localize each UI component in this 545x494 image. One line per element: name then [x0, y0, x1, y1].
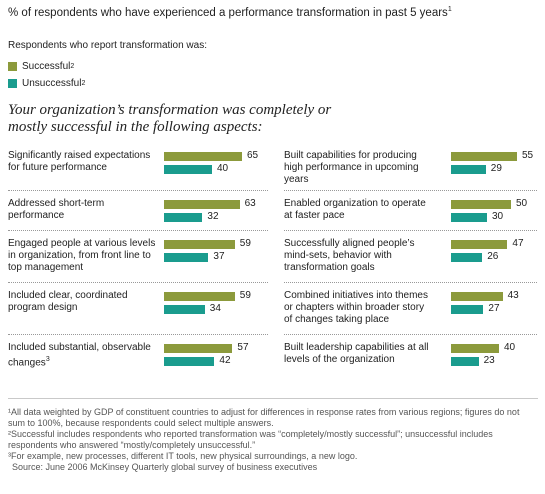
- bar-successful: [451, 344, 499, 353]
- value-label-unsuccessful: 29: [490, 163, 502, 174]
- bar-unsuccessful: [164, 213, 203, 222]
- row-divider: [8, 190, 268, 191]
- item-label: Included clear, coordinated program desi…: [8, 290, 128, 313]
- legend-swatch-successful: [8, 62, 17, 71]
- item-label: Combined initiatives into themes or chap…: [284, 290, 428, 325]
- item-label: Enabled organization to operate at faste…: [284, 198, 426, 221]
- row-divider: [8, 334, 268, 335]
- bar-unsuccessful: [164, 305, 205, 314]
- row-divider: [8, 230, 268, 231]
- item-label: Built leadership capabilities at all lev…: [284, 342, 429, 365]
- bar-successful: [451, 292, 503, 301]
- row-divider: [284, 230, 537, 231]
- item-label: Significantly raised expectations for fu…: [8, 150, 151, 173]
- value-label-successful: 57: [237, 342, 249, 353]
- value-label-successful: 43: [507, 290, 519, 301]
- item-label: Addressed short-term performance: [8, 198, 105, 221]
- value-label-unsuccessful: 32: [207, 211, 219, 222]
- bar-unsuccessful: [451, 213, 487, 222]
- legend-item-successful: Successful 2: [8, 61, 74, 72]
- label-sup: 3: [45, 356, 50, 363]
- footnote-2: ²Successful includes respondents who rep…: [8, 429, 493, 450]
- legend-item-unsuccessful: Unsuccessful 2: [8, 78, 85, 89]
- value-label-unsuccessful: 27: [488, 303, 500, 314]
- value-label-unsuccessful: 23: [483, 355, 495, 366]
- value-label-successful: 47: [512, 238, 524, 249]
- bar-unsuccessful: [451, 357, 479, 366]
- section-title: Your organization’s transformation was c…: [8, 102, 332, 135]
- value-label-unsuccessful: 42: [219, 355, 231, 366]
- bar-unsuccessful: [164, 165, 212, 174]
- bar-successful: [164, 152, 242, 161]
- value-label-successful: 40: [504, 342, 516, 353]
- bar-successful: [451, 240, 508, 249]
- value-label-successful: 59: [239, 238, 251, 249]
- bar-successful: [164, 344, 233, 353]
- footnote-1: ¹All data weighted by GDP of constituent…: [8, 407, 520, 428]
- value-label-successful: 63: [244, 198, 256, 209]
- value-label-successful: 50: [516, 198, 528, 209]
- value-label-successful: 55: [522, 150, 534, 161]
- value-label-unsuccessful: 26: [487, 251, 499, 262]
- bar-unsuccessful: [164, 253, 209, 262]
- value-label-unsuccessful: 30: [492, 211, 504, 222]
- bar-unsuccessful: [451, 253, 483, 262]
- bar-unsuccessful: [164, 357, 215, 366]
- row-divider: [284, 282, 537, 283]
- bar-unsuccessful: [451, 165, 486, 174]
- bar-successful: [164, 240, 235, 249]
- value-label-successful: 65: [247, 150, 259, 161]
- row-divider: [284, 190, 537, 191]
- value-label-successful: 59: [239, 290, 251, 301]
- bar-successful: [164, 200, 240, 209]
- chart-title: % of respondents who have experienced a …: [8, 6, 452, 19]
- row-divider: [284, 334, 537, 335]
- bar-successful: [451, 152, 517, 161]
- item-label: Successfully aligned people’s mind-sets,…: [284, 238, 415, 273]
- footnote-rule: [8, 398, 538, 399]
- item-label: Included substantial, observable changes…: [8, 342, 151, 369]
- bar-successful: [451, 200, 511, 209]
- bar-successful: [164, 292, 235, 301]
- value-label-unsuccessful: 37: [213, 251, 225, 262]
- row-divider: [8, 282, 268, 283]
- bar-unsuccessful: [451, 305, 484, 314]
- footnote-3: ³For example, new processes, different I…: [8, 451, 358, 461]
- value-label-unsuccessful: 40: [217, 163, 229, 174]
- value-label-unsuccessful: 34: [209, 303, 221, 314]
- item-label: Built capabilities for producing high pe…: [284, 150, 419, 185]
- legend-heading: Respondents who report transformation wa…: [8, 40, 207, 51]
- source-note: Source: June 2006 McKinsey Quarterly glo…: [12, 462, 318, 472]
- legend-swatch-unsuccessful: [8, 79, 17, 88]
- footnotes: ¹All data weighted by GDP of constituent…: [8, 407, 538, 473]
- item-label: Engaged people at various levels in orga…: [8, 238, 156, 273]
